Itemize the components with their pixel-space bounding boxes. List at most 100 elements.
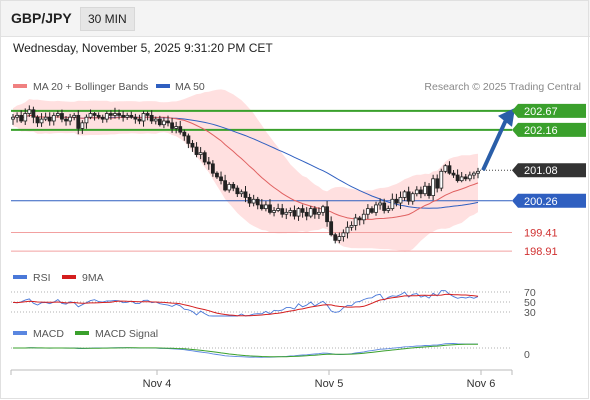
- candle-body: [174, 126, 179, 129]
- candle-body: [31, 109, 36, 118]
- forecast-arrowhead: [498, 107, 515, 127]
- candle-body: [476, 170, 480, 174]
- ma50-legend-swatch: [156, 84, 170, 88]
- candle-body: [92, 113, 97, 116]
- chart-header: GBP/JPY 30 MIN: [0, 0, 590, 37]
- candle-body: [125, 114, 130, 118]
- candle-body: [378, 202, 383, 206]
- x-axis-label: Nov 5: [315, 378, 344, 390]
- candle-body: [60, 113, 64, 120]
- price-tag-label: 202.67: [524, 106, 558, 118]
- x-axis-label: Nov 4: [143, 378, 172, 390]
- candle-body: [80, 122, 85, 129]
- ma20-legend-swatch: [13, 84, 27, 88]
- candle-body: [463, 176, 468, 180]
- price-tag-resistance: [512, 103, 586, 118]
- candle-body: [292, 210, 297, 217]
- candle-body: [68, 116, 73, 122]
- candle-body: [394, 198, 399, 204]
- timeframe-button[interactable]: 30 MIN: [80, 7, 135, 31]
- macd-legend-label: MACD: [33, 328, 64, 340]
- bollinger-band: [13, 89, 478, 252]
- candle-body: [43, 116, 48, 120]
- x-axis: Nov 4 Nov 5 Nov 6: [10, 369, 513, 390]
- candle-body: [402, 191, 407, 198]
- candle-body: [235, 187, 240, 195]
- rsi-level-label: 50: [524, 297, 536, 309]
- rsi-legend-label: RSI: [33, 272, 51, 284]
- candle-body: [349, 225, 354, 228]
- rsi-ma-legend-swatch: [62, 275, 76, 279]
- candle-body: [365, 208, 370, 215]
- candle-body: [284, 211, 289, 215]
- candle-body: [472, 172, 476, 176]
- candle-body: [276, 208, 281, 211]
- candle-body: [333, 234, 338, 241]
- candle-body: [170, 122, 174, 129]
- macd-signal-line: [13, 343, 478, 358]
- candle-body: [198, 152, 203, 155]
- candle-body: [435, 178, 440, 189]
- candle-body: [35, 116, 40, 124]
- candle-body: [51, 114, 56, 122]
- macd-pane: 0: [11, 343, 530, 361]
- candle-body: [423, 185, 427, 195]
- candle-body: [357, 217, 362, 221]
- rsi-legend-swatch: [13, 275, 27, 279]
- candle-body: [308, 208, 313, 217]
- candle-body: [272, 210, 276, 213]
- candle-body: [64, 118, 68, 122]
- candle-body: [447, 165, 452, 174]
- candle-body: [459, 176, 464, 182]
- candle-body: [39, 118, 44, 124]
- candles: [11, 105, 480, 244]
- candle-body: [104, 113, 109, 120]
- candle-body: [129, 114, 134, 118]
- candle-body: [337, 236, 342, 241]
- candle-body: [451, 172, 456, 176]
- candle-body: [96, 114, 101, 118]
- candle-body: [247, 197, 252, 204]
- candle-body: [223, 180, 228, 191]
- candle-body: [353, 217, 358, 226]
- candle-body: [427, 185, 431, 196]
- candle-body: [325, 206, 329, 223]
- candle-body: [227, 183, 232, 191]
- candle-body: [108, 113, 113, 116]
- price-tag-label: 202.16: [524, 125, 558, 137]
- candle-body: [113, 113, 117, 116]
- candle-body: [219, 176, 223, 182]
- rsi-ma-line: [12, 293, 479, 317]
- candle-body: [312, 208, 317, 215]
- candle-body: [15, 114, 19, 118]
- candle-body: [341, 232, 346, 238]
- candle-body: [329, 221, 334, 236]
- candle-body: [296, 208, 301, 217]
- candle-body: [166, 120, 170, 124]
- ma20-legend-label: MA 20 + Bollinger Bands: [33, 81, 148, 93]
- candle-body: [439, 170, 444, 189]
- candle-body: [288, 210, 293, 213]
- bollinger-band-fill: [13, 89, 478, 252]
- candle-body: [268, 204, 272, 213]
- candle-body: [390, 198, 395, 210]
- candle-body: [259, 204, 264, 210]
- candle-body: [100, 116, 105, 120]
- candle-body: [84, 116, 89, 124]
- price-tag-label: 200.26: [524, 196, 558, 208]
- rsi-level-label: 70: [524, 287, 536, 299]
- candle-body: [443, 165, 448, 172]
- rsi-ma-legend-label: 9MA: [82, 272, 104, 284]
- macd-signal-legend-label: MACD Signal: [95, 328, 158, 340]
- candle-body: [194, 146, 199, 155]
- candle-body: [88, 113, 93, 118]
- candle-body: [304, 211, 309, 217]
- ma50-legend-label: MA 50: [175, 81, 205, 93]
- chart-datetime: Wednesday, November 5, 2025 9:31:20 PM C…: [13, 41, 273, 55]
- candle-body: [23, 113, 28, 122]
- candle-body: [361, 213, 366, 221]
- candle-body: [251, 198, 256, 204]
- forecast-arrow: [481, 107, 515, 172]
